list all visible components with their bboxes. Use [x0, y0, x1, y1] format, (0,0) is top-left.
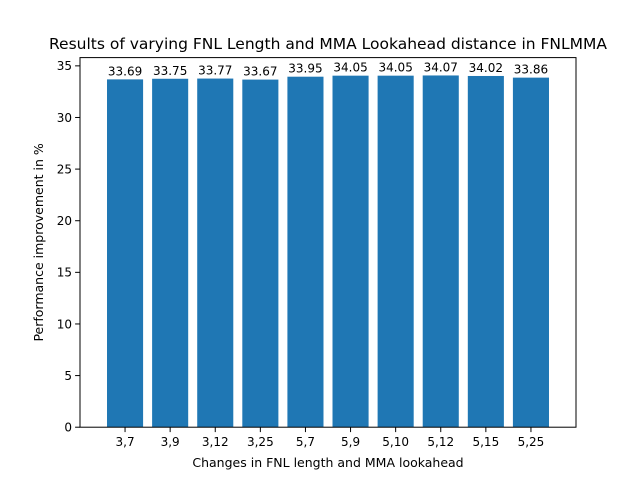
data-label: 34.07	[424, 60, 458, 74]
y-tick-label: 15	[57, 266, 72, 280]
bar-5-9	[332, 75, 369, 428]
y-axis: 0 5 10 15 20 25 30 35	[57, 59, 80, 435]
bar-3-9	[152, 78, 189, 428]
x-tick-label: 3,25	[247, 435, 274, 449]
bars-layer	[107, 75, 549, 428]
data-label: 34.05	[333, 61, 367, 75]
x-tick-label: 5,9	[341, 435, 360, 449]
data-label: 34.05	[378, 61, 412, 75]
x-axis: 3,7 3,9 3,12 3,25 5,7 5,9 5,10 5,12 5,15 5,25	[116, 427, 545, 449]
bar-5-12	[422, 75, 459, 428]
y-tick-label: 30	[57, 111, 72, 125]
data-label: 33.86	[514, 63, 548, 77]
data-label: 34.02	[469, 61, 503, 75]
x-tick-label: 5,12	[427, 435, 454, 449]
bar-3-25	[242, 79, 279, 428]
data-labels-layer: 33.69 33.75 33.77 33.67 33.95 34.05 34.05 34.07…	[108, 60, 548, 78]
bar-5-25	[512, 77, 549, 428]
bar-5-7	[287, 76, 324, 428]
y-tick-label: 35	[57, 59, 72, 73]
data-label: 33.95	[288, 62, 322, 76]
y-tick-label: 10	[57, 317, 72, 331]
y-tick-label: 5	[64, 369, 72, 383]
y-tick-label: 20	[57, 214, 72, 228]
x-tick-label: 3,12	[202, 435, 229, 449]
x-tick-label: 5,10	[382, 435, 409, 449]
data-label: 33.67	[243, 65, 277, 79]
plot-frame	[79, 57, 577, 428]
data-label: 33.77	[198, 64, 232, 78]
bar-3-12	[197, 78, 234, 428]
x-tick-label: 3,7	[116, 435, 135, 449]
x-tick-label: 5,25	[518, 435, 545, 449]
data-label: 33.69	[108, 64, 142, 78]
x-tick-label: 5,15	[472, 435, 499, 449]
bar-5-15	[467, 75, 504, 428]
x-axis-label: Changes in FNL length and MMA lookahead	[192, 455, 463, 470]
x-tick-label: 5,7	[296, 435, 315, 449]
y-tick-label: 0	[64, 421, 72, 435]
y-tick-label: 25	[57, 162, 72, 176]
x-tick-label: 3,9	[161, 435, 180, 449]
bar-5-10	[377, 75, 414, 428]
bar-3-7	[107, 79, 144, 428]
y-axis-label: Performance improvement in %	[31, 143, 46, 341]
chart-title: Results of varying FNL Length and MMA Lo…	[49, 35, 607, 53]
data-label: 33.75	[153, 64, 187, 78]
